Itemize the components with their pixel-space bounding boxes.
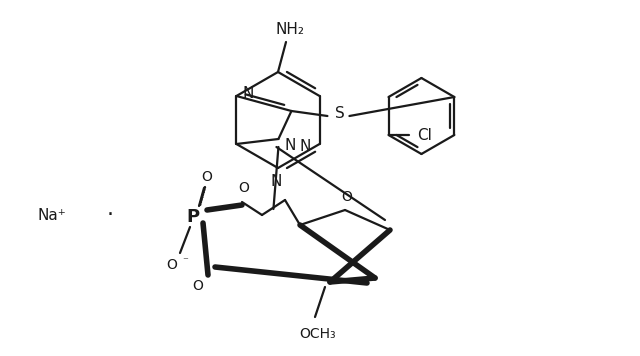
Text: O: O bbox=[342, 190, 353, 204]
Text: Na⁺: Na⁺ bbox=[38, 208, 67, 222]
Text: N: N bbox=[285, 137, 296, 152]
Text: N: N bbox=[300, 138, 311, 153]
Text: O: O bbox=[202, 170, 212, 184]
Text: O: O bbox=[166, 258, 177, 272]
Text: OCH₃: OCH₃ bbox=[300, 327, 336, 341]
Text: N: N bbox=[270, 174, 282, 189]
Text: O: O bbox=[193, 279, 204, 293]
Text: N: N bbox=[243, 87, 254, 101]
Text: S: S bbox=[335, 106, 344, 121]
Text: NH₂: NH₂ bbox=[275, 22, 305, 37]
Text: ·: · bbox=[106, 205, 113, 225]
Text: ⁻: ⁻ bbox=[182, 256, 188, 266]
Text: P: P bbox=[186, 208, 200, 226]
Text: Cl: Cl bbox=[417, 127, 432, 142]
Text: O: O bbox=[239, 181, 250, 195]
